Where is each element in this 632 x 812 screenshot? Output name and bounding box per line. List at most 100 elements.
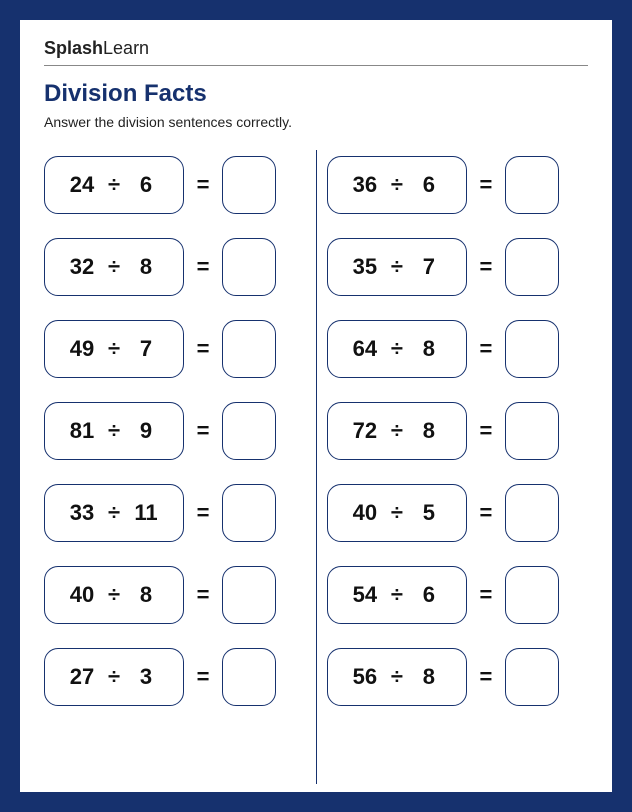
- problem-box: 81 ÷ 9: [44, 402, 184, 460]
- equals-sign: =: [194, 418, 212, 444]
- divisor: 11: [132, 500, 160, 526]
- dividend: 54: [351, 582, 379, 608]
- dividend: 81: [68, 418, 96, 444]
- problem-row: 32 ÷ 8 =: [44, 238, 305, 296]
- equals-sign: =: [194, 254, 212, 280]
- divisor: 8: [415, 418, 443, 444]
- operator: ÷: [391, 418, 403, 444]
- equals-sign: =: [477, 582, 495, 608]
- dividend: 24: [68, 172, 96, 198]
- equals-sign: =: [194, 172, 212, 198]
- operator: ÷: [108, 254, 120, 280]
- equals-sign: =: [477, 664, 495, 690]
- problem-row: 81 ÷ 9 =: [44, 402, 305, 460]
- divisor: 7: [132, 336, 160, 362]
- answer-box[interactable]: [505, 320, 559, 378]
- page-title: Division Facts: [44, 80, 588, 108]
- equals-sign: =: [477, 418, 495, 444]
- problem-row: 24 ÷ 6 =: [44, 156, 305, 214]
- problem-box: 27 ÷ 3: [44, 648, 184, 706]
- dividend: 36: [351, 172, 379, 198]
- answer-box[interactable]: [222, 320, 276, 378]
- answer-box[interactable]: [505, 238, 559, 296]
- operator: ÷: [108, 418, 120, 444]
- operator: ÷: [391, 664, 403, 690]
- divisor: 8: [132, 254, 160, 280]
- instructions-text: Answer the division sentences correctly.: [44, 114, 588, 130]
- answer-box[interactable]: [222, 566, 276, 624]
- problem-box: 36 ÷ 6: [327, 156, 467, 214]
- operator: ÷: [391, 582, 403, 608]
- problem-row: 40 ÷ 5 =: [327, 484, 588, 542]
- divisor: 3: [132, 664, 160, 690]
- dividend: 33: [68, 500, 96, 526]
- answer-box[interactable]: [505, 402, 559, 460]
- divisor: 6: [132, 172, 160, 198]
- answer-box[interactable]: [222, 648, 276, 706]
- answer-box[interactable]: [222, 156, 276, 214]
- problem-row: 40 ÷ 8 =: [44, 566, 305, 624]
- operator: ÷: [391, 254, 403, 280]
- problem-row: 72 ÷ 8 =: [327, 402, 588, 460]
- answer-box[interactable]: [505, 566, 559, 624]
- dividend: 27: [68, 664, 96, 690]
- equals-sign: =: [194, 664, 212, 690]
- problem-box: 35 ÷ 7: [327, 238, 467, 296]
- equals-sign: =: [477, 500, 495, 526]
- header-divider: [44, 65, 588, 66]
- right-column: 36 ÷ 6 = 35 ÷ 7 = 64 ÷: [327, 148, 588, 786]
- worksheet-page: SplashLearn Division Facts Answer the di…: [20, 20, 612, 792]
- divisor: 7: [415, 254, 443, 280]
- dividend: 40: [68, 582, 96, 608]
- problem-row: 33 ÷ 11 =: [44, 484, 305, 542]
- divisor: 8: [132, 582, 160, 608]
- problem-row: 36 ÷ 6 =: [327, 156, 588, 214]
- problems-container: 24 ÷ 6 = 32 ÷ 8 = 49 ÷: [44, 148, 588, 786]
- dividend: 56: [351, 664, 379, 690]
- divisor: 5: [415, 500, 443, 526]
- answer-box[interactable]: [222, 402, 276, 460]
- answer-box[interactable]: [505, 648, 559, 706]
- problem-row: 54 ÷ 6 =: [327, 566, 588, 624]
- operator: ÷: [108, 664, 120, 690]
- operator: ÷: [108, 336, 120, 362]
- problem-row: 27 ÷ 3 =: [44, 648, 305, 706]
- equals-sign: =: [194, 500, 212, 526]
- problem-box: 72 ÷ 8: [327, 402, 467, 460]
- brand-logo: SplashLearn: [44, 38, 588, 59]
- problem-box: 24 ÷ 6: [44, 156, 184, 214]
- center-divider: [316, 150, 317, 784]
- equals-sign: =: [194, 336, 212, 362]
- dividend: 35: [351, 254, 379, 280]
- answer-box[interactable]: [505, 484, 559, 542]
- problem-box: 64 ÷ 8: [327, 320, 467, 378]
- operator: ÷: [391, 172, 403, 198]
- dividend: 40: [351, 500, 379, 526]
- problem-box: 40 ÷ 5: [327, 484, 467, 542]
- answer-box[interactable]: [505, 156, 559, 214]
- problem-row: 64 ÷ 8 =: [327, 320, 588, 378]
- operator: ÷: [108, 582, 120, 608]
- dividend: 49: [68, 336, 96, 362]
- logo-light: Learn: [103, 38, 149, 58]
- problem-row: 56 ÷ 8 =: [327, 648, 588, 706]
- problem-box: 40 ÷ 8: [44, 566, 184, 624]
- answer-box[interactable]: [222, 484, 276, 542]
- divisor: 8: [415, 664, 443, 690]
- operator: ÷: [391, 500, 403, 526]
- operator: ÷: [108, 500, 120, 526]
- equals-sign: =: [477, 254, 495, 280]
- problem-box: 32 ÷ 8: [44, 238, 184, 296]
- problem-row: 35 ÷ 7 =: [327, 238, 588, 296]
- divisor: 9: [132, 418, 160, 444]
- divisor: 6: [415, 172, 443, 198]
- problem-box: 56 ÷ 8: [327, 648, 467, 706]
- problem-box: 33 ÷ 11: [44, 484, 184, 542]
- answer-box[interactable]: [222, 238, 276, 296]
- logo-bold: Splash: [44, 38, 103, 58]
- problem-box: 54 ÷ 6: [327, 566, 467, 624]
- problem-row: 49 ÷ 7 =: [44, 320, 305, 378]
- left-column: 24 ÷ 6 = 32 ÷ 8 = 49 ÷: [44, 148, 305, 786]
- divisor: 6: [415, 582, 443, 608]
- operator: ÷: [108, 172, 120, 198]
